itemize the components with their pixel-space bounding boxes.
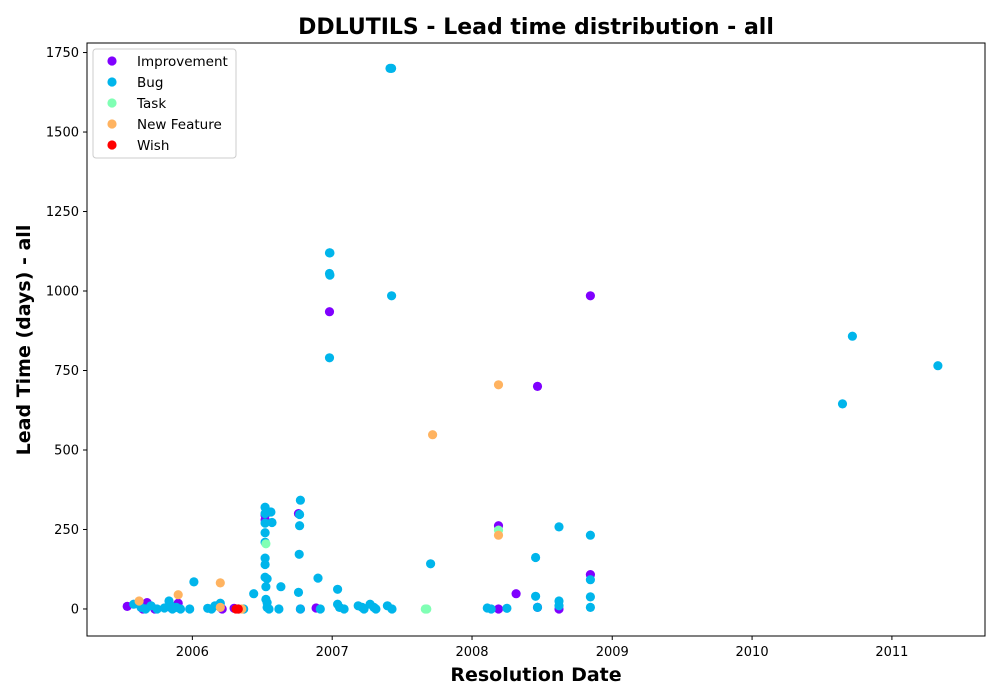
point-0-21 [585, 291, 596, 301]
point-1-69 [502, 603, 512, 613]
point-1-44 [313, 573, 323, 583]
point-3-0 [134, 596, 144, 606]
point-1-51 [333, 584, 343, 594]
y-tick-label: 1500 [46, 126, 79, 141]
legend: Improvement Bug Task New Feature Wish [92, 48, 237, 159]
point-1-26 [260, 559, 270, 570]
point-1-38 [293, 587, 304, 598]
point-1-36 [274, 604, 284, 614]
point-1-25 [260, 553, 270, 563]
point-2-2 [422, 604, 432, 614]
point-1-72 [532, 602, 543, 613]
point-1-35 [267, 517, 277, 528]
point-1-11 [185, 604, 195, 614]
point-1-33 [264, 604, 274, 614]
point-1-60 [371, 604, 381, 614]
x-tick-label: 2010 [736, 645, 769, 660]
point-3-7 [493, 530, 504, 540]
y-tick-label: 500 [54, 443, 79, 458]
point-1-22 [260, 518, 270, 528]
point-1-50 [325, 270, 335, 280]
point-1-54 [339, 604, 349, 614]
y-tick-label: 1750 [46, 46, 79, 61]
y-tick-label: 0 [71, 602, 79, 617]
point-1-68 [486, 604, 496, 614]
point-2-0 [261, 539, 271, 549]
point-3-1 [173, 590, 183, 600]
point-1-80 [837, 399, 848, 409]
point-1-12 [189, 577, 199, 587]
point-1-34 [266, 507, 276, 517]
point-1-39 [294, 549, 304, 559]
x-tick-label: 2007 [316, 645, 349, 660]
point-1-42 [295, 495, 305, 505]
point-1-49 [325, 248, 335, 258]
point-1-73 [554, 522, 564, 532]
x-tick-label: 2011 [875, 645, 908, 660]
x-tick-label: 2009 [596, 645, 629, 660]
point-1-81 [847, 331, 858, 341]
point-1-64 [387, 291, 397, 301]
y-tick-label: 1000 [46, 285, 79, 300]
point-1-48 [324, 353, 335, 363]
legend-label: Bug [137, 75, 163, 91]
x-tick-label: 2006 [176, 645, 209, 660]
point-1-32 [262, 574, 272, 584]
legend-marker [107, 77, 117, 87]
x-axis: 2006 2007 2008 2009 2010 2011 [176, 636, 908, 660]
legend-label: Task [136, 96, 166, 112]
point-1-78 [585, 592, 596, 602]
x-tick-label: 2008 [455, 645, 488, 660]
point-1-10 [175, 604, 186, 614]
point-1-65 [387, 604, 397, 614]
point-3-6 [493, 380, 504, 390]
point-1-19 [249, 589, 259, 599]
point-1-40 [295, 521, 305, 531]
legend-marker [107, 56, 117, 66]
data-points [122, 63, 943, 614]
plot-frame [86, 42, 986, 637]
chart-title: DDLUTILS - Lead time distribution - all [298, 15, 774, 40]
point-1-41 [295, 509, 305, 520]
legend-box [92, 48, 237, 159]
point-4-1 [233, 604, 243, 614]
point-0-15 [493, 604, 504, 614]
legend-marker [107, 98, 117, 108]
x-axis-label: Resolution Date [450, 664, 621, 686]
point-1-70 [531, 591, 541, 601]
legend-label: Wish [137, 138, 169, 154]
legend-marker [107, 119, 117, 129]
point-3-5 [428, 430, 438, 440]
plot-area [86, 42, 986, 637]
point-0-17 [532, 381, 543, 391]
legend-marker [107, 140, 117, 150]
y-tick-label: 750 [54, 364, 79, 379]
point-1-63 [387, 63, 397, 73]
legend-label: New Feature [137, 117, 222, 133]
point-1-79 [585, 602, 596, 613]
y-tick-label: 1250 [46, 205, 79, 220]
point-3-3 [215, 602, 225, 613]
point-1-4 [152, 604, 162, 614]
point-1-71 [531, 552, 541, 563]
y-axis: 0 250 500 750 1000 1250 1500 1750 [46, 46, 87, 617]
point-1-77 [585, 575, 596, 585]
y-tick-label: 250 [54, 523, 79, 538]
point-0-16 [511, 589, 521, 599]
legend-label: Improvement [137, 54, 228, 70]
point-1-23 [260, 528, 270, 538]
point-1-28 [261, 582, 271, 592]
point-3-2 [215, 578, 225, 588]
point-1-82 [933, 361, 943, 371]
point-0-13 [324, 307, 335, 317]
y-axis-label: Lead Time (days) - all [13, 225, 35, 456]
point-1-43 [295, 604, 305, 614]
point-1-76 [585, 530, 596, 540]
point-1-37 [276, 582, 286, 592]
point-1-75 [554, 601, 564, 611]
point-1-45 [315, 604, 325, 614]
point-1-66 [426, 559, 436, 569]
